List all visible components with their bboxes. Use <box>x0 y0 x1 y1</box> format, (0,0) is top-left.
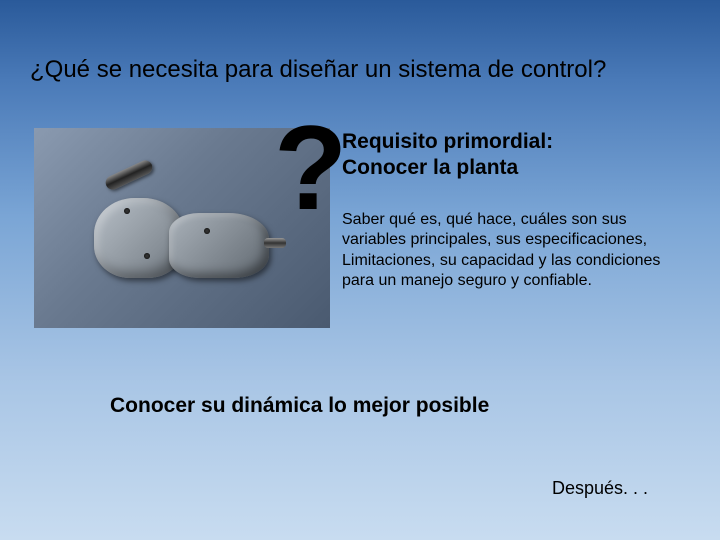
after-text: Después. . . <box>552 478 648 499</box>
slide-title: ¿Qué se necesita para diseñar un sistema… <box>30 56 690 84</box>
requirement-body: Saber qué es, qué hace, cuáles son sus v… <box>342 210 682 292</box>
dynamics-subheading: Conocer su dinámica lo mejor posible <box>110 394 489 418</box>
requirement-heading-line2: Conocer la planta <box>342 156 518 180</box>
requirement-heading-line1: Requisito primordial: <box>342 130 553 154</box>
gearbox-illustration <box>74 158 284 308</box>
question-mark-icon: ? <box>274 108 347 228</box>
